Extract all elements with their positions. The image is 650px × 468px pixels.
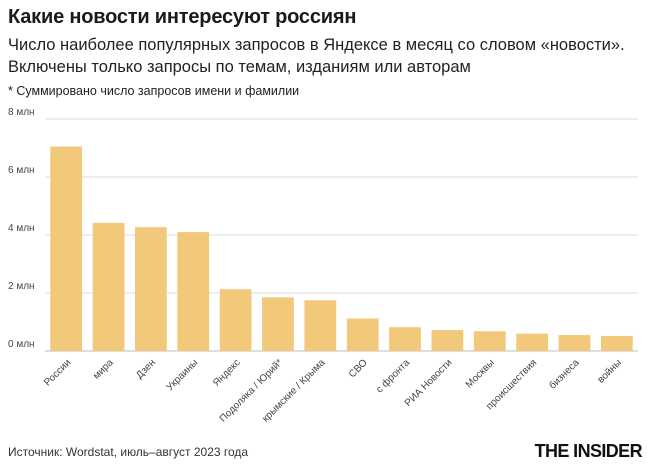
bar [600, 335, 633, 351]
x-tick-label: Дзен [134, 357, 158, 381]
chart-title: Какие новости интересуют россиян [8, 6, 357, 28]
bar [262, 297, 294, 351]
chart-note: * Суммировано число запросов имени и фам… [8, 84, 300, 98]
bar [389, 327, 421, 351]
bar [50, 146, 83, 351]
y-tick-label: 0 млн [8, 339, 35, 350]
y-tick-label: 6 млн [8, 165, 35, 176]
y-tick-label: 8 млн [8, 107, 35, 118]
bar [219, 289, 252, 351]
bar [304, 300, 337, 351]
x-tick-label: Яндекс [211, 357, 243, 389]
y-tick-label: 2 млн [8, 281, 35, 292]
x-tick-label: России [42, 357, 73, 388]
y-axis-ticks: 0 млн 2 млн 4 млн 6 млн 8 млн [8, 107, 35, 350]
bar [516, 333, 548, 351]
x-tick-label: мира [91, 357, 116, 382]
publisher-logo: THE INSIDER [534, 441, 643, 461]
x-tick-label: с фронта [373, 356, 412, 395]
source-note: Источник: Wordstat, июль–август 2023 год… [8, 445, 249, 459]
x-tick-label: войны [596, 357, 624, 385]
bar [431, 330, 464, 351]
x-tick-label: Украины [165, 357, 201, 393]
x-tick-label: бизнеса [547, 356, 582, 391]
bar [177, 232, 210, 351]
bar-chart: 0 млн 2 млн 4 млн 6 млн 8 млн России мира Дзен… [8, 107, 638, 425]
bars [50, 146, 633, 351]
y-tick-label: 4 млн [8, 223, 35, 234]
chart-subtitle: Число наиболее популярных запросов в Янд… [8, 36, 625, 76]
x-tick-label: Москвы [464, 357, 497, 390]
x-tick-label: СВО [347, 357, 370, 380]
bar [473, 331, 506, 351]
bar [135, 227, 167, 351]
bar [92, 222, 125, 351]
grid-lines [45, 118, 638, 352]
bar [558, 335, 591, 351]
bar [346, 318, 379, 351]
